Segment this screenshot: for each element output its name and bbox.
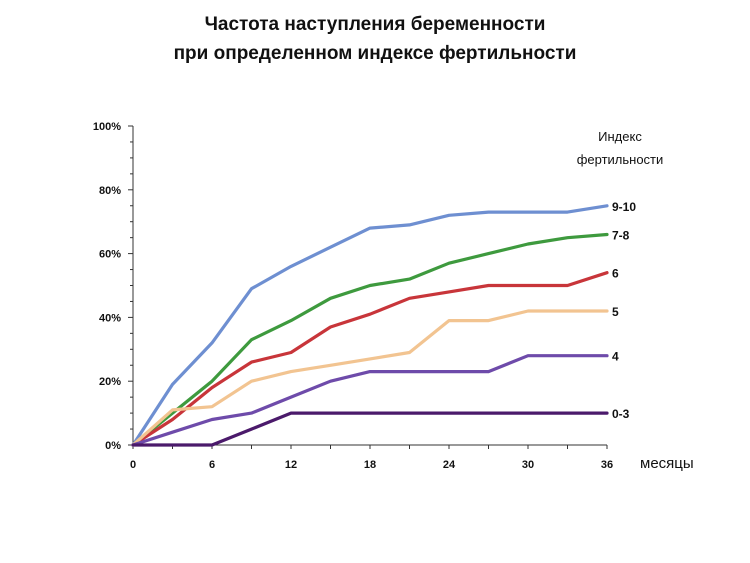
chart-subtitle: при определенном индексе фертильности — [173, 43, 577, 64]
legend-title: фертильности — [577, 152, 664, 167]
series-label: 7-8 — [612, 228, 630, 242]
x-tick-label: 36 — [601, 459, 613, 471]
y-tick-label: 0% — [105, 440, 121, 452]
legend-title: Индекс — [598, 129, 642, 144]
series-lines — [131, 204, 609, 447]
axes: 0% 20% 40% 60% 80% 100% 0 6 12 18 24 30 36 месяцы — [93, 121, 694, 472]
series-line-0-3 — [131, 411, 609, 447]
series-label: 6 — [612, 267, 619, 281]
x-axis-label: месяцы — [640, 455, 694, 472]
chart-title: Частота наступления беременности — [204, 14, 546, 35]
x-tick-label: 30 — [522, 459, 534, 471]
series-label: 0-3 — [612, 407, 630, 421]
x-tick-label: 12 — [285, 459, 297, 471]
x-tick-label: 24 — [443, 459, 456, 471]
x-tick-label: 18 — [364, 459, 376, 471]
series-label: 4 — [612, 350, 619, 364]
series-label: 9-10 — [612, 200, 636, 214]
labels: 9-10 7-8 6 5 4 0-3 Индекс фертильности — [577, 129, 664, 421]
series-line-7-8 — [131, 232, 609, 447]
series-line-4 — [131, 354, 609, 447]
series-label: 5 — [612, 305, 619, 319]
series-line-5 — [131, 309, 609, 447]
y-tick-label: 80% — [99, 185, 121, 197]
y-tick-label: 40% — [99, 312, 121, 324]
y-tick-label: 100% — [93, 121, 121, 133]
y-tick-label: 20% — [99, 376, 121, 388]
x-tick-label: 6 — [209, 459, 215, 471]
y-tick-label: 60% — [99, 249, 121, 261]
series-line-9-10 — [131, 204, 609, 447]
x-tick-label: 0 — [130, 459, 136, 471]
series-line-6 — [131, 271, 609, 447]
